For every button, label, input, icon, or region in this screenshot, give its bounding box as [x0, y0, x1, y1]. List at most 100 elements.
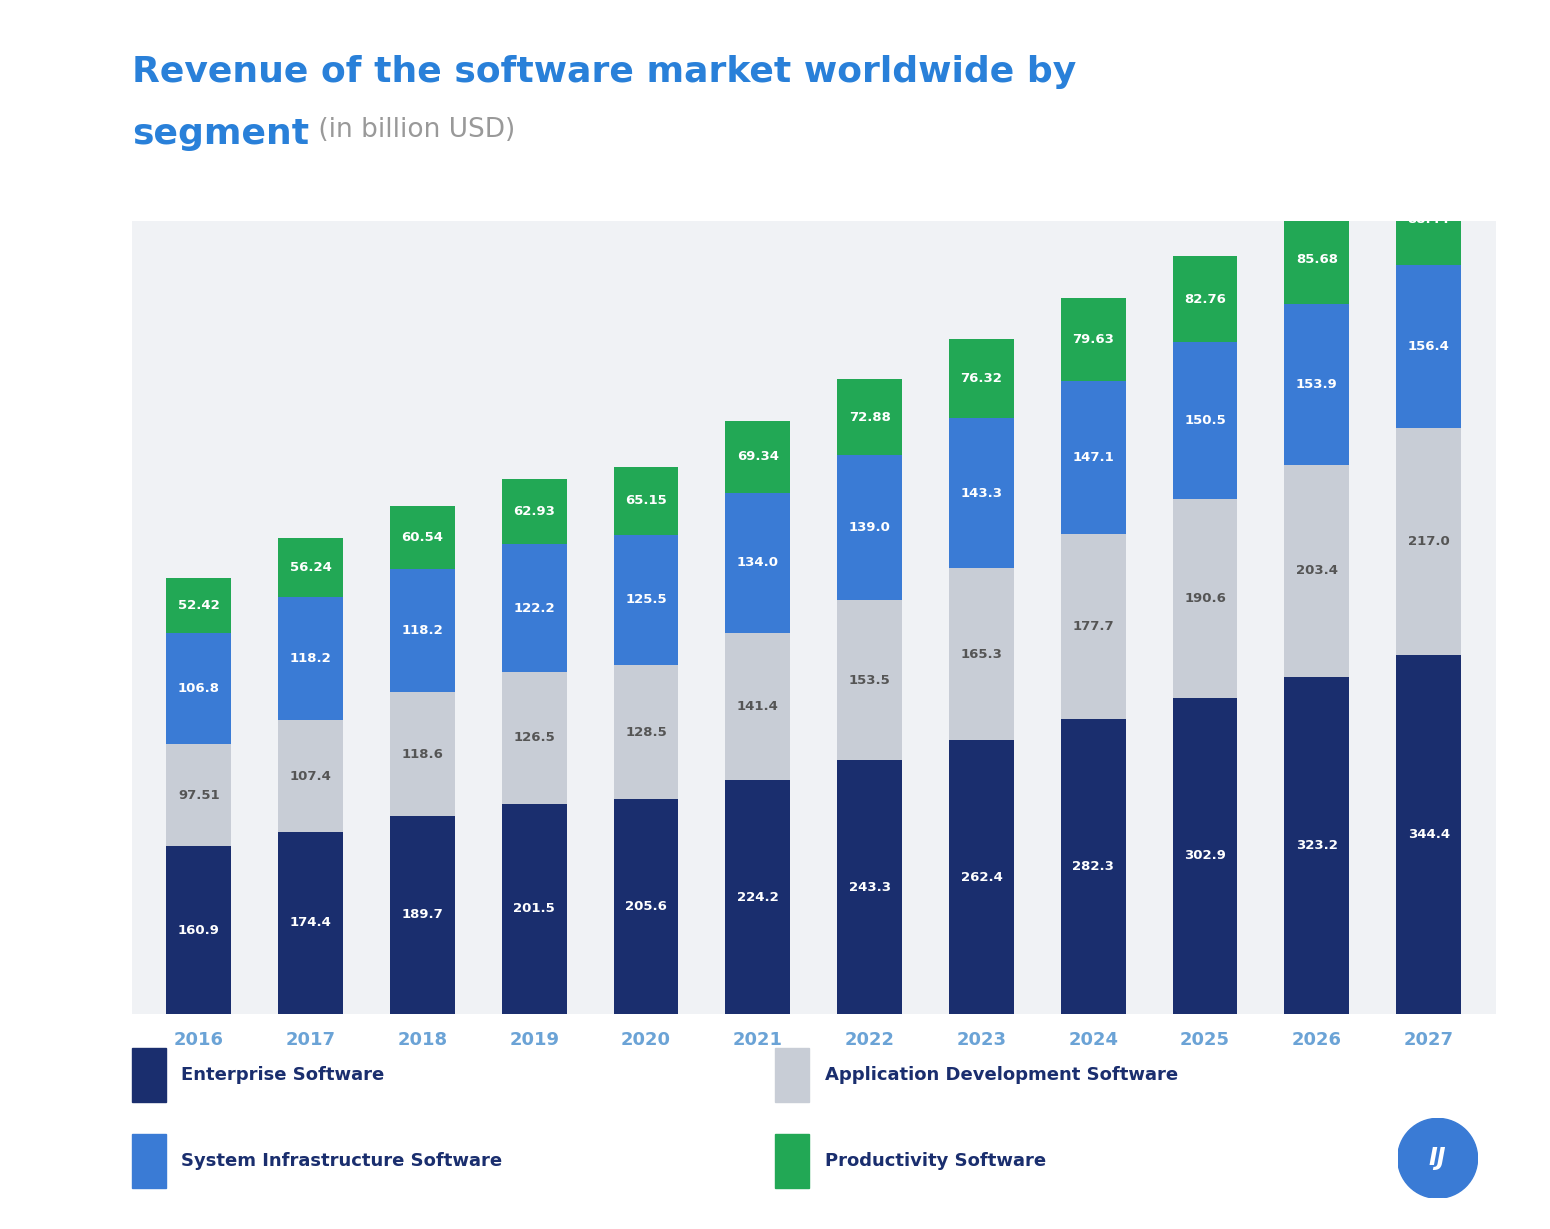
Text: 82.76: 82.76 — [1184, 293, 1226, 306]
Bar — [166, 745, 231, 846]
Bar — [391, 506, 454, 569]
Bar — [391, 816, 454, 1014]
Text: 243.3: 243.3 — [849, 880, 891, 893]
Text: Revenue of the software market worldwide by: Revenue of the software market worldwide… — [132, 55, 1076, 90]
Bar — [502, 804, 567, 1014]
Text: 201.5: 201.5 — [513, 902, 555, 916]
Text: 128.5: 128.5 — [625, 726, 666, 739]
Text: 153.5: 153.5 — [849, 673, 891, 687]
Text: 177.7: 177.7 — [1073, 621, 1114, 633]
Bar — [837, 761, 902, 1014]
Text: 165.3: 165.3 — [961, 648, 1003, 660]
Bar — [502, 479, 567, 544]
Bar — [166, 579, 231, 633]
Bar — [1397, 173, 1462, 265]
Text: 106.8: 106.8 — [178, 682, 220, 696]
Bar — [1285, 215, 1350, 304]
Bar — [1060, 381, 1125, 535]
Text: 118.2: 118.2 — [290, 651, 332, 665]
Text: 217.0: 217.0 — [1407, 535, 1449, 548]
Bar — [1397, 655, 1462, 1014]
Text: 60.54: 60.54 — [401, 531, 443, 544]
Text: 302.9: 302.9 — [1184, 849, 1226, 863]
Bar — [614, 800, 679, 1014]
Text: 118.2: 118.2 — [401, 624, 443, 637]
Bar — [1060, 535, 1125, 719]
Text: 118.6: 118.6 — [401, 747, 443, 761]
Text: 134.0: 134.0 — [736, 557, 778, 569]
Text: 323.2: 323.2 — [1296, 839, 1338, 852]
Text: 147.1: 147.1 — [1073, 451, 1114, 463]
Bar — [502, 672, 567, 804]
Text: 107.4: 107.4 — [290, 769, 332, 783]
Text: 203.4: 203.4 — [1296, 564, 1338, 578]
Text: Application Development Software: Application Development Software — [825, 1067, 1178, 1084]
Bar — [614, 535, 679, 665]
Text: (in billion USD): (in billion USD) — [310, 117, 515, 143]
Bar — [949, 740, 1014, 1014]
Text: 88.44: 88.44 — [1407, 213, 1449, 226]
Text: 69.34: 69.34 — [736, 450, 778, 463]
Circle shape — [1398, 1118, 1477, 1198]
Bar — [1173, 698, 1237, 1014]
Bar — [837, 379, 902, 455]
Bar — [1285, 465, 1350, 677]
Bar — [725, 493, 790, 633]
Bar — [1397, 429, 1462, 655]
Text: 79.63: 79.63 — [1073, 333, 1114, 345]
Text: 174.4: 174.4 — [290, 917, 332, 929]
Bar — [949, 568, 1014, 740]
Text: IJ: IJ — [1429, 1147, 1446, 1170]
Text: 143.3: 143.3 — [961, 487, 1003, 499]
Bar — [949, 418, 1014, 568]
Bar — [1060, 297, 1125, 381]
Text: segment: segment — [132, 117, 308, 151]
Bar — [1397, 265, 1462, 429]
Text: 282.3: 282.3 — [1073, 860, 1114, 873]
Text: 141.4: 141.4 — [736, 699, 778, 713]
Bar — [614, 665, 679, 800]
Text: 122.2: 122.2 — [513, 601, 555, 614]
Text: 65.15: 65.15 — [625, 494, 666, 508]
Text: 62.93: 62.93 — [513, 505, 555, 519]
Bar — [1173, 499, 1237, 698]
Text: Enterprise Software: Enterprise Software — [181, 1067, 384, 1084]
Bar — [837, 600, 902, 761]
Text: 150.5: 150.5 — [1184, 414, 1226, 428]
Bar — [1285, 304, 1350, 465]
Bar — [166, 846, 231, 1014]
Text: 56.24: 56.24 — [290, 560, 332, 574]
Bar — [1060, 719, 1125, 1014]
Bar — [391, 569, 454, 692]
Text: Productivity Software: Productivity Software — [825, 1153, 1046, 1170]
Text: 344.4: 344.4 — [1407, 828, 1449, 841]
Bar — [1173, 342, 1237, 499]
Text: 189.7: 189.7 — [401, 908, 443, 922]
Text: 52.42: 52.42 — [178, 600, 220, 612]
Bar — [277, 597, 343, 720]
Bar — [277, 720, 343, 832]
Bar — [725, 420, 790, 493]
Text: 85.68: 85.68 — [1296, 253, 1338, 265]
Text: 76.32: 76.32 — [961, 372, 1003, 385]
Bar — [277, 832, 343, 1014]
Text: 153.9: 153.9 — [1296, 377, 1338, 391]
Bar — [502, 544, 567, 672]
Text: 262.4: 262.4 — [961, 870, 1003, 884]
Text: 97.51: 97.51 — [178, 789, 220, 801]
Bar — [1173, 256, 1237, 342]
Text: 156.4: 156.4 — [1407, 340, 1449, 353]
Bar — [391, 692, 454, 816]
Text: 160.9: 160.9 — [178, 923, 220, 936]
Text: 205.6: 205.6 — [625, 900, 666, 913]
Bar — [277, 538, 343, 597]
Bar — [614, 467, 679, 535]
Bar — [837, 455, 902, 600]
Text: 139.0: 139.0 — [849, 521, 891, 535]
Bar — [166, 633, 231, 745]
Bar — [725, 633, 790, 780]
Text: 224.2: 224.2 — [736, 891, 778, 903]
Text: System Infrastructure Software: System Infrastructure Software — [181, 1153, 502, 1170]
Bar — [949, 339, 1014, 418]
Bar — [725, 780, 790, 1014]
